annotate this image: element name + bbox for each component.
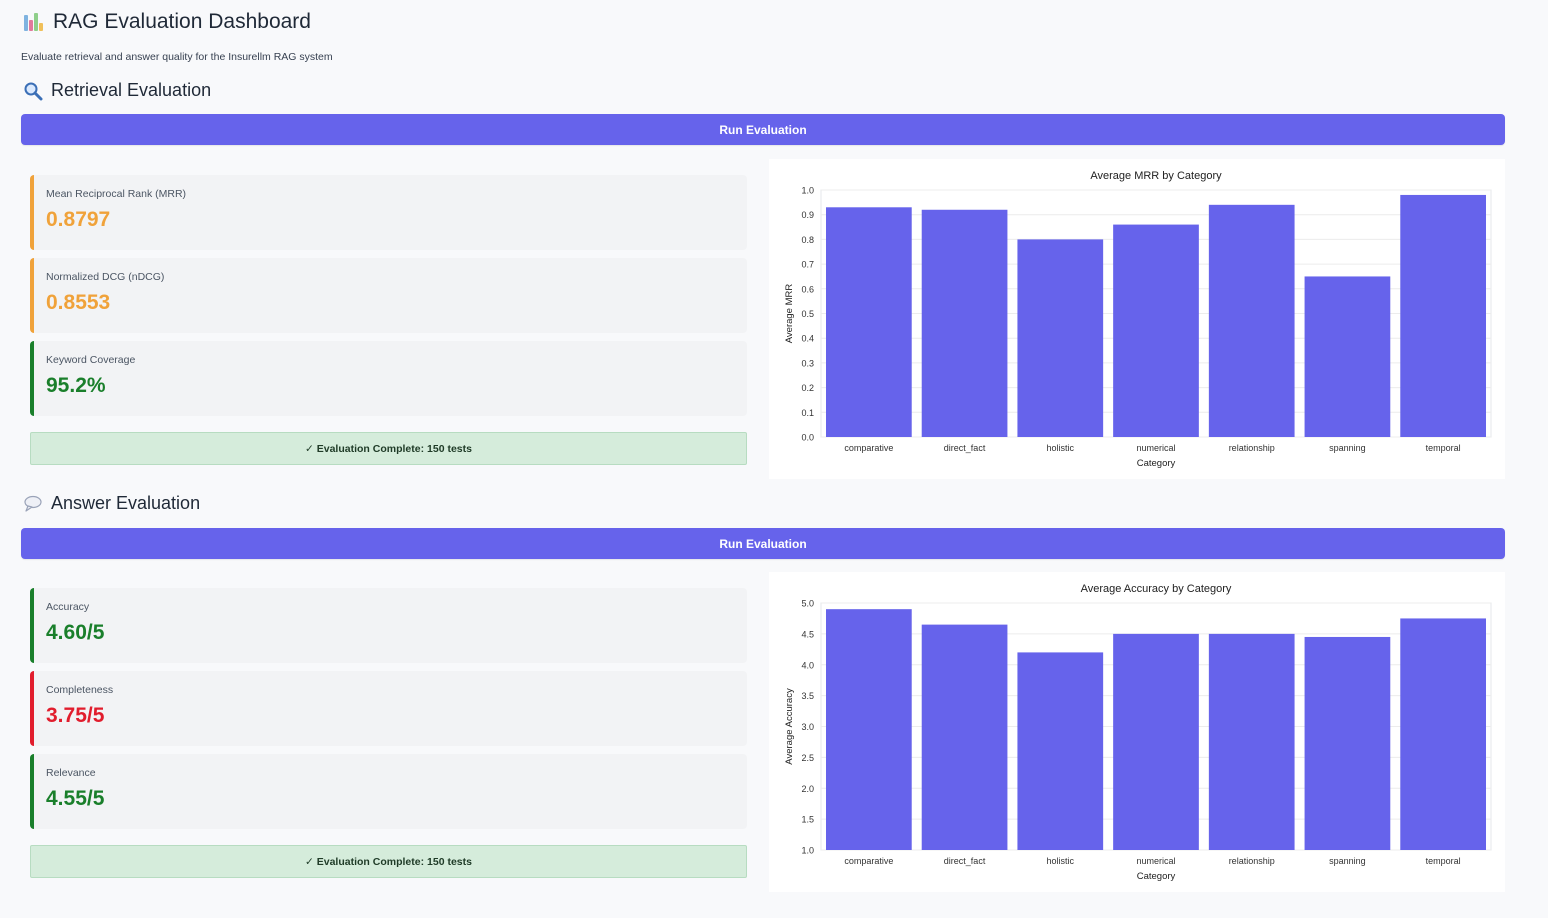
metric-label: Accuracy bbox=[46, 601, 90, 613]
x-tick-label: comparative bbox=[844, 443, 893, 453]
y-tick-label: 0.7 bbox=[801, 260, 814, 270]
x-tick-label: temporal bbox=[1426, 856, 1461, 866]
metric-value: 4.55/5 bbox=[46, 787, 105, 810]
metric-card-accuracy: Accuracy 4.60/5 bbox=[30, 588, 747, 663]
x-tick-label: direct_fact bbox=[944, 856, 986, 866]
page-title: RAG Evaluation Dashboard bbox=[53, 10, 311, 33]
y-tick-label: 3.5 bbox=[801, 691, 814, 701]
metric-label: Keyword Coverage bbox=[46, 354, 136, 366]
x-axis-label: Category bbox=[1137, 871, 1176, 882]
answer-section-header: Answer Evaluation bbox=[23, 493, 200, 514]
y-tick-label: 1.0 bbox=[801, 186, 814, 196]
bar-relationship[interactable] bbox=[1208, 633, 1295, 850]
bar-holistic[interactable] bbox=[1017, 239, 1104, 437]
metric-card-ndcg: Normalized DCG (nDCG) 0.8553 bbox=[30, 258, 747, 333]
x-tick-label: comparative bbox=[844, 856, 893, 866]
x-tick-label: numerical bbox=[1136, 856, 1175, 866]
x-tick-label: holistic bbox=[1047, 856, 1075, 866]
chart-title: Average MRR by Category bbox=[1090, 170, 1222, 182]
page-header: RAG Evaluation Dashboard bbox=[23, 10, 311, 34]
metric-label: Completeness bbox=[46, 684, 114, 696]
y-tick-label: 4.5 bbox=[801, 629, 814, 639]
y-tick-label: 2.5 bbox=[801, 753, 814, 763]
metric-value: 95.2% bbox=[46, 374, 106, 397]
magnifier-icon bbox=[24, 82, 43, 100]
metric-value: 0.8553 bbox=[46, 291, 111, 314]
mrr-chart-panel: Average MRR by Category 0.0 0.1 0.2 0.3 0.4 0.… bbox=[769, 159, 1505, 479]
bar-comparative[interactable] bbox=[826, 207, 912, 437]
metric-card-completeness: Completeness 3.75/5 bbox=[30, 671, 747, 746]
y-tick-label: 0.8 bbox=[801, 235, 814, 245]
x-tick-label: direct_fact bbox=[944, 443, 986, 453]
bar-holistic[interactable] bbox=[1017, 652, 1104, 850]
y-tick-label: 1.0 bbox=[801, 846, 814, 856]
bar-chart-icon bbox=[23, 12, 43, 32]
run-answer-evaluation-button[interactable]: Run Evaluation bbox=[21, 528, 1505, 559]
y-tick-label: 0.3 bbox=[801, 358, 814, 368]
bar-relationship[interactable] bbox=[1208, 204, 1295, 437]
retrieval-section-title: Retrieval Evaluation bbox=[51, 80, 212, 100]
chart-title: Average Accuracy by Category bbox=[1081, 583, 1232, 595]
metric-value: 0.8797 bbox=[46, 208, 111, 231]
metric-value: 4.60/5 bbox=[46, 621, 105, 644]
x-tick-label: temporal bbox=[1426, 443, 1461, 453]
y-tick-label: 0.1 bbox=[801, 408, 814, 418]
x-tick-label: relationship bbox=[1229, 443, 1275, 453]
y-tick-label: 0.0 bbox=[801, 433, 814, 443]
metric-label: Normalized DCG (nDCG) bbox=[46, 271, 165, 283]
metric-label: Mean Reciprocal Rank (MRR) bbox=[46, 188, 187, 200]
y-tick-label: 0.4 bbox=[801, 334, 814, 344]
x-tick-label: numerical bbox=[1136, 443, 1175, 453]
metric-label: Relevance bbox=[46, 767, 96, 779]
answer-status-banner: ✓ Evaluation Complete: 150 tests bbox=[30, 845, 747, 878]
y-tick-label: 0.9 bbox=[801, 210, 814, 220]
y-tick-label: 0.6 bbox=[801, 284, 814, 294]
bar-spanning[interactable] bbox=[1304, 276, 1391, 437]
metric-value: 3.75/5 bbox=[46, 704, 105, 727]
x-tick-label: holistic bbox=[1047, 443, 1075, 453]
y-tick-label: 0.5 bbox=[801, 309, 814, 319]
retrieval-status-banner: ✓ Evaluation Complete: 150 tests bbox=[30, 432, 747, 465]
bar-temporal[interactable] bbox=[1400, 618, 1486, 850]
metric-card-relevance: Relevance 4.55/5 bbox=[30, 754, 747, 829]
bar-comparative[interactable] bbox=[826, 609, 912, 850]
bar-numerical[interactable] bbox=[1113, 224, 1199, 437]
x-axis-label: Category bbox=[1137, 458, 1176, 469]
bar-direct_fact[interactable] bbox=[921, 624, 1008, 850]
y-tick-label: 3.0 bbox=[801, 722, 814, 732]
x-tick-label: spanning bbox=[1329, 443, 1366, 453]
bar-numerical[interactable] bbox=[1113, 633, 1199, 850]
y-tick-label: 4.0 bbox=[801, 660, 814, 670]
speech-bubble-icon bbox=[24, 495, 42, 512]
y-axis-label: Average Accuracy bbox=[784, 688, 795, 765]
metric-card-mrr: Mean Reciprocal Rank (MRR) 0.8797 bbox=[30, 175, 747, 250]
bar-spanning[interactable] bbox=[1304, 636, 1391, 850]
bar-temporal[interactable] bbox=[1400, 194, 1486, 437]
x-tick-label: spanning bbox=[1329, 856, 1366, 866]
mrr-bar-chart: Average MRR by Category 0.0 0.1 0.2 0.3 0.4 0.… bbox=[784, 170, 1492, 469]
metric-card-keyword-coverage: Keyword Coverage 95.2% bbox=[30, 341, 747, 416]
accuracy-chart-panel: Average Accuracy by Category 1.0 1.5 2.0 2.5… bbox=[769, 572, 1505, 892]
bar-direct_fact[interactable] bbox=[921, 209, 1008, 437]
retrieval-section-header: Retrieval Evaluation bbox=[23, 80, 211, 101]
x-tick-label: relationship bbox=[1229, 856, 1275, 866]
page-subtitle: Evaluate retrieval and answer quality fo… bbox=[21, 51, 333, 63]
y-tick-label: 5.0 bbox=[801, 599, 814, 609]
y-axis-label: Average MRR bbox=[784, 284, 795, 344]
y-tick-label: 0.2 bbox=[801, 383, 814, 393]
y-tick-label: 2.0 bbox=[801, 784, 814, 794]
y-tick-label: 1.5 bbox=[801, 815, 814, 825]
accuracy-bar-chart: Average Accuracy by Category 1.0 1.5 2.0 2.5… bbox=[784, 583, 1492, 882]
run-retrieval-evaluation-button[interactable]: Run Evaluation bbox=[21, 114, 1505, 145]
answer-section-title: Answer Evaluation bbox=[51, 493, 201, 513]
